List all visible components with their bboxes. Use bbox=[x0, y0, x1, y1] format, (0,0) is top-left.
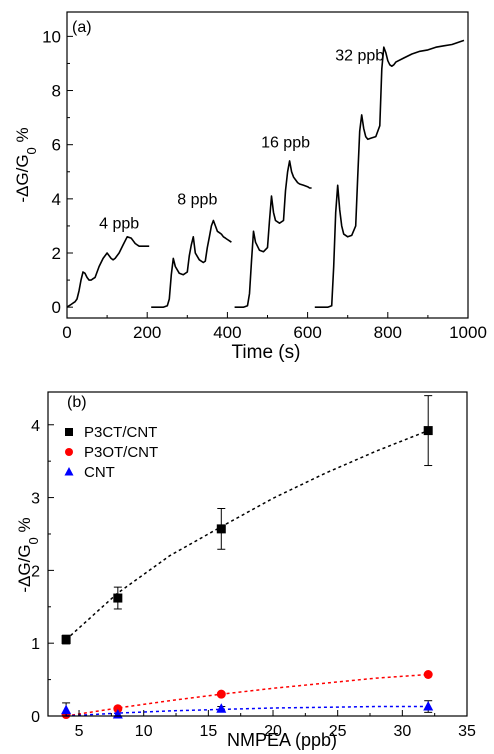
fit-line-p3ot-cnt bbox=[65, 673, 429, 717]
panel-a-axes: 0 200 400 600 800 1000 0 2 4 6 8 10 4 ppb 8 ppb 16 ppb… bbox=[42, 11, 487, 342]
legend-marker-cnt bbox=[64, 467, 74, 476]
panel-b-plot-area bbox=[61, 395, 434, 720]
panel-b-legend: P3CT/CNT P3OT/CNT CNT bbox=[64, 424, 158, 481]
panel-a-series-line-4 bbox=[314, 39, 465, 309]
legend-label-cnt: CNT bbox=[84, 464, 115, 481]
panel-a-y-tick-label: 0 bbox=[52, 298, 61, 317]
data-point-p3ot-cnt bbox=[216, 689, 226, 699]
data-point-cnt bbox=[423, 701, 434, 711]
panel-a-series-line-3 bbox=[234, 160, 312, 309]
panel-a-x-tick-label: 600 bbox=[293, 323, 321, 342]
panel-b-y-tick-label: 0 bbox=[31, 709, 40, 726]
panel-a-annotation: 16 ppb bbox=[261, 134, 310, 151]
panel-b-chart: 5 10 15 20 25 30 35 0 1 2 3 4 (b) NMPEA (ppb) -ΔG/G… bbox=[15, 391, 476, 750]
panel-b-x-axis-title: NMPEA (ppb) bbox=[227, 730, 337, 750]
panel-b-y-axis-suffix: % bbox=[15, 517, 34, 537]
panel-a-frame bbox=[66, 11, 469, 319]
data-point-p3ot-cnt bbox=[113, 704, 123, 714]
fit-line-p3ct-cnt bbox=[65, 429, 429, 641]
panel-a-label: (a) bbox=[72, 19, 92, 36]
panel-a-y-axis-sub: 0 bbox=[24, 147, 39, 154]
panel-a-y-tick-label: 6 bbox=[52, 136, 61, 155]
panel-a-x-axis-title: Time (s) bbox=[232, 342, 301, 363]
panel-b-x-tick-label: 5 bbox=[75, 723, 84, 740]
panel-b-x-tick-label: 20 bbox=[264, 723, 282, 740]
panel-b-y-tick-label: 4 bbox=[31, 418, 40, 435]
panel-a-y-tick-label: 10 bbox=[42, 27, 61, 46]
legend-label-p3ct-cnt: P3CT/CNT bbox=[84, 424, 157, 441]
panel-b-x-tick-label: 15 bbox=[199, 723, 217, 740]
data-point-cnt bbox=[216, 703, 227, 713]
panel-b-y-axis-title: -ΔG/G0 % bbox=[15, 517, 41, 592]
legend-marker-p3ct-cnt bbox=[65, 428, 73, 436]
panel-a-x-tick-label: 1000 bbox=[449, 323, 487, 342]
panel-a-plot-area bbox=[66, 39, 465, 309]
panel-a-y-axis-suffix: % bbox=[13, 127, 32, 147]
panel-b-x-tick-label: 10 bbox=[135, 723, 153, 740]
legend-marker-p3ot-cnt bbox=[65, 448, 73, 456]
panel-b-y-tick-label: 1 bbox=[31, 636, 40, 653]
panel-a-x-tick-label: 400 bbox=[213, 323, 241, 342]
panel-b-x-tick-label: 30 bbox=[393, 723, 411, 740]
panel-b-y-axis-sub: 0 bbox=[26, 537, 41, 544]
panel-a-chart: 0 200 400 600 800 1000 0 2 4 6 8 10 4 ppb 8 ppb 16 ppb… bbox=[13, 11, 487, 363]
panel-a-series-line-2 bbox=[151, 219, 232, 309]
panel-b-label: (b) bbox=[67, 394, 87, 411]
fit-line-cnt bbox=[66, 705, 429, 717]
data-point-p3ct-cnt bbox=[61, 635, 71, 645]
panel-b-y-tick-label: 3 bbox=[31, 491, 40, 508]
data-point-p3ct-cnt bbox=[113, 593, 123, 603]
data-point-p3ct-cnt bbox=[423, 426, 433, 436]
panel-a-y-axis-title: -ΔG/G0 % bbox=[13, 127, 39, 202]
panel-a-annotation: 32 ppb bbox=[335, 48, 384, 65]
panel-a-y-tick-label: 4 bbox=[52, 190, 61, 209]
panel-b-y-tick-label: 2 bbox=[31, 563, 40, 580]
panel-b-x-tick-label: 35 bbox=[458, 723, 476, 740]
panel-a-y-tick-label: 2 bbox=[52, 244, 61, 263]
panel-a-annotation: 4 ppb bbox=[99, 216, 139, 233]
panel-a-annotation: 8 ppb bbox=[177, 191, 217, 208]
panel-a-x-tick-label: 0 bbox=[62, 323, 71, 342]
panel-a-x-tick-label: 200 bbox=[133, 323, 161, 342]
data-point-p3ot-cnt bbox=[423, 669, 433, 679]
panel-b-y-axis-main: -ΔG/G bbox=[15, 544, 34, 592]
panel-b-axes: 5 10 15 20 25 30 35 0 1 2 3 4 bbox=[31, 391, 476, 740]
panel-b-x-tick-label: 25 bbox=[329, 723, 347, 740]
data-point-cnt bbox=[61, 704, 72, 715]
legend-label-p3ot-cnt: P3OT/CNT bbox=[84, 444, 158, 461]
panel-a-x-tick-label: 800 bbox=[374, 323, 402, 342]
data-point-p3ct-cnt bbox=[216, 524, 226, 534]
panel-a-y-tick-label: 8 bbox=[52, 82, 61, 101]
panel-a-series-line-1 bbox=[66, 236, 150, 308]
panel-a-y-axis-main: -ΔG/G bbox=[13, 154, 32, 202]
panel-b-frame bbox=[47, 391, 468, 717]
